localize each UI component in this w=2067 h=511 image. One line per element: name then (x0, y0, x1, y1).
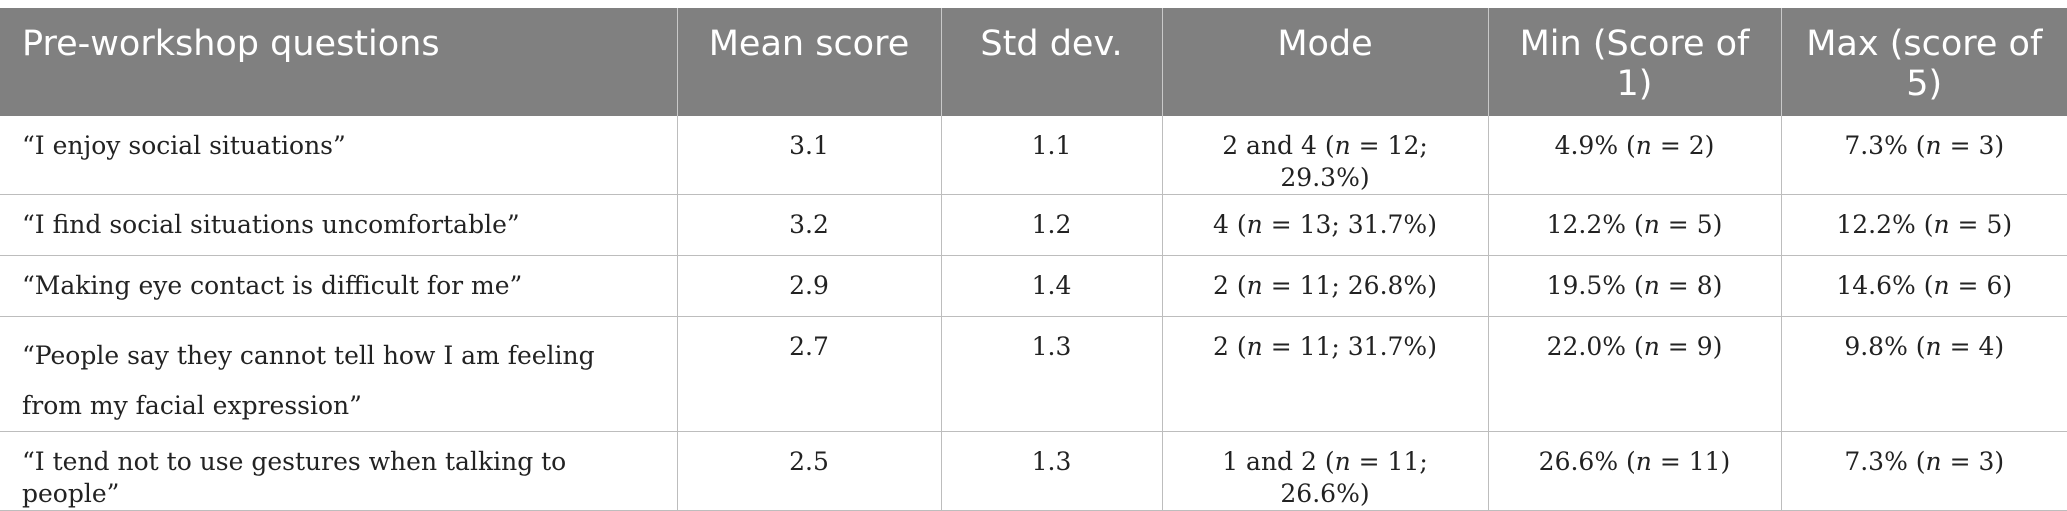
mode-cell: 1 and 2 (n = 11; 26.6%) (1162, 431, 1489, 511)
mode-cell: 2 and 4 (n = 12; 29.3%) (1162, 116, 1489, 195)
max-pre: 7.3% ( (1844, 447, 1926, 476)
mode-cell: 2 (n = 11; 31.7%) (1162, 316, 1489, 432)
mean-cell: 2.7 (677, 316, 942, 432)
header-row: Pre-workshop questions Mean score Std de… (0, 8, 2067, 116)
table-row: “I find social situations uncomfortable”… (0, 194, 2067, 256)
max-post: = 6) (1949, 271, 2013, 300)
n-symbol: n (1334, 447, 1351, 476)
results-table-container: Pre-workshop questions Mean score Std de… (0, 8, 2067, 511)
n-symbol: n (1643, 332, 1660, 361)
header-min: Min (Score of 1) (1488, 8, 1782, 116)
header-max: Max (score of 5) (1781, 8, 2067, 116)
table-row: “I tend not to use gestures when talking… (0, 431, 2067, 511)
n-symbol: n (1246, 332, 1263, 361)
table-body: “I enjoy social situations” 3.1 1.1 2 an… (0, 116, 2067, 511)
n-symbol: n (1334, 131, 1351, 160)
mode-pre: 2 ( (1213, 271, 1247, 300)
min-pre: 22.0% ( (1546, 332, 1644, 361)
question-cell: “Making eye contact is difficult for me” (0, 255, 678, 317)
min-pre: 26.6% ( (1538, 447, 1636, 476)
max-cell: 9.8% (n = 4) (1781, 316, 2067, 432)
min-cell: 26.6% (n = 11) (1488, 431, 1782, 511)
n-symbol: n (1925, 447, 1942, 476)
header-std-dev: Std dev. (941, 8, 1163, 116)
question-cell: “I tend not to use gestures when talking… (0, 431, 678, 511)
n-symbol: n (1246, 210, 1263, 239)
max-pre: 9.8% ( (1844, 332, 1926, 361)
mode-post: = 13; 31.7%) (1262, 210, 1437, 239)
max-post: = 3) (1941, 131, 2005, 160)
sd-cell: 1.4 (941, 255, 1163, 317)
max-cell: 14.6% (n = 6) (1781, 255, 2067, 317)
mode-pre: 4 ( (1213, 210, 1247, 239)
table-row: “I enjoy social situations” 3.1 1.1 2 an… (0, 116, 2067, 195)
mode-pre: 2 and 4 ( (1222, 131, 1335, 160)
max-cell: 12.2% (n = 5) (1781, 194, 2067, 256)
min-post: = 9) (1659, 332, 1723, 361)
min-cell: 4.9% (n = 2) (1488, 116, 1782, 195)
header-questions: Pre-workshop questions (0, 8, 678, 116)
n-symbol: n (1925, 131, 1942, 160)
sd-cell: 1.1 (941, 116, 1163, 195)
mean-cell: 3.2 (677, 194, 942, 256)
mode-post: = 11; 26.8%) (1262, 271, 1437, 300)
n-symbol: n (1933, 210, 1950, 239)
max-post: = 5) (1949, 210, 2013, 239)
mode-post: = 11; 31.7%) (1262, 332, 1437, 361)
table-row: “People say they cannot tell how I am fe… (0, 316, 2067, 432)
min-post: = 8) (1659, 271, 1723, 300)
max-pre: 7.3% ( (1844, 131, 1926, 160)
max-pre: 12.2% ( (1836, 210, 1934, 239)
sd-cell: 1.2 (941, 194, 1163, 256)
header-mean-score: Mean score (677, 8, 942, 116)
max-cell: 7.3% (n = 3) (1781, 116, 2067, 195)
mean-cell: 2.5 (677, 431, 942, 511)
mode-post: = 12; 29.3%) (1280, 131, 1428, 192)
min-cell: 12.2% (n = 5) (1488, 194, 1782, 256)
max-post: = 4) (1941, 332, 2005, 361)
question-cell: “I enjoy social situations” (0, 116, 678, 195)
table-header: Pre-workshop questions Mean score Std de… (0, 8, 2067, 116)
header-mode: Mode (1162, 8, 1489, 116)
n-symbol: n (1635, 447, 1652, 476)
pre-workshop-results-table: Pre-workshop questions Mean score Std de… (0, 8, 2067, 511)
mode-pre: 1 and 2 ( (1222, 447, 1335, 476)
mean-cell: 3.1 (677, 116, 942, 195)
n-symbol: n (1925, 332, 1942, 361)
n-symbol: n (1933, 271, 1950, 300)
n-symbol: n (1643, 210, 1660, 239)
n-symbol: n (1635, 131, 1652, 160)
max-pre: 14.6% ( (1836, 271, 1934, 300)
min-pre: 12.2% ( (1546, 210, 1644, 239)
max-cell: 7.3% (n = 3) (1781, 431, 2067, 511)
min-post: = 5) (1659, 210, 1723, 239)
min-cell: 22.0% (n = 9) (1488, 316, 1782, 432)
max-post: = 3) (1941, 447, 2005, 476)
mode-pre: 2 ( (1213, 332, 1247, 361)
min-cell: 19.5% (n = 8) (1488, 255, 1782, 317)
min-post: = 2) (1651, 131, 1715, 160)
question-cell: “People say they cannot tell how I am fe… (0, 316, 678, 432)
mean-cell: 2.9 (677, 255, 942, 317)
mode-cell: 4 (n = 13; 31.7%) (1162, 194, 1489, 256)
min-pre: 19.5% ( (1546, 271, 1644, 300)
min-post: = 11) (1651, 447, 1731, 476)
n-symbol: n (1643, 271, 1660, 300)
n-symbol: n (1246, 271, 1263, 300)
min-pre: 4.9% ( (1554, 131, 1636, 160)
mode-cell: 2 (n = 11; 26.8%) (1162, 255, 1489, 317)
sd-cell: 1.3 (941, 431, 1163, 511)
table-row: “Making eye contact is difficult for me”… (0, 255, 2067, 317)
question-cell: “I find social situations uncomfortable” (0, 194, 678, 256)
sd-cell: 1.3 (941, 316, 1163, 432)
